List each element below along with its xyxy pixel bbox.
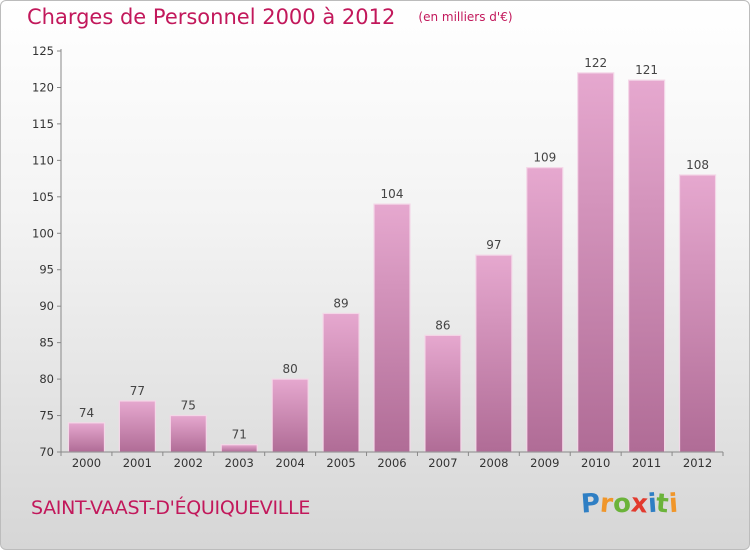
bars-group: 74 77 75 71 80 89 104 86 97 109 122 121 108	[67, 56, 717, 453]
axes-group: 70 75 80 85 90 95 100 105 110 115 120 125 2000 2001 20…	[32, 44, 724, 470]
bar-2006	[373, 203, 411, 453]
city-name: SAINT-VAAST-D'ÉQUIQUEVILLE	[31, 497, 311, 519]
bar-2010	[577, 72, 615, 453]
bar-2011	[628, 79, 666, 453]
logo-letter: x	[629, 488, 649, 520]
bar-2008	[475, 254, 513, 453]
bar-2000	[67, 422, 106, 453]
data-label-2001: 77	[130, 384, 145, 398]
bar-2002	[169, 414, 207, 453]
data-label-2002: 75	[181, 399, 196, 413]
x-tick-label-2012: 2012	[683, 456, 712, 470]
data-label-2000: 74	[79, 406, 94, 420]
x-tick-label-2004: 2004	[276, 456, 305, 470]
logo-letter: P	[579, 488, 602, 520]
logo-letter: i	[667, 488, 679, 520]
x-tick-label-2005: 2005	[326, 456, 355, 470]
y-tick-label-125: 125	[32, 44, 54, 58]
y-tick-label-75: 75	[39, 409, 54, 423]
y-tick-label-105: 105	[32, 190, 54, 204]
x-tick-label-2009: 2009	[530, 456, 559, 470]
y-tick-label-85: 85	[39, 336, 54, 350]
x-tick-label-2008: 2008	[479, 456, 508, 470]
x-tick-label-2000: 2000	[72, 456, 101, 470]
y-tick-label-120: 120	[32, 80, 54, 94]
y-tick-label-70: 70	[39, 445, 54, 459]
y-tick-label-90: 90	[39, 299, 54, 313]
chart-subtitle: (en milliers d'€)	[418, 10, 513, 24]
x-tick-label-2003: 2003	[225, 456, 254, 470]
x-tick-label-2010: 2010	[581, 456, 610, 470]
bar-2001	[118, 400, 156, 453]
y-tick-label-110: 110	[32, 153, 54, 167]
logo-letter: o	[611, 488, 632, 520]
bar-2007	[424, 334, 462, 453]
data-label-2005: 89	[333, 296, 348, 310]
title-row: Charges de Personnel 2000 à 2012 (en mil…	[27, 5, 513, 29]
bar-2003	[220, 444, 258, 453]
bar-2004	[271, 378, 309, 453]
data-label-2009: 109	[533, 151, 556, 165]
data-label-2010: 122	[584, 56, 607, 70]
data-label-2011: 121	[635, 63, 658, 77]
data-label-2004: 80	[283, 362, 298, 376]
bar-2005	[322, 312, 360, 453]
y-tick-label-80: 80	[39, 372, 54, 386]
data-label-2008: 97	[486, 238, 501, 252]
chart-title: Charges de Personnel 2000 à 2012	[27, 5, 396, 29]
bar-2012	[678, 174, 717, 453]
data-label-2006: 104	[381, 187, 404, 201]
data-label-2003: 71	[232, 428, 247, 442]
x-tick-label-2007: 2007	[428, 456, 457, 470]
bar-2009	[526, 167, 564, 453]
data-label-2012: 108	[686, 158, 709, 172]
y-tick-label-95: 95	[39, 263, 54, 277]
y-tick-label-100: 100	[32, 226, 54, 240]
y-tick-label-115: 115	[32, 117, 54, 131]
x-tick-label-2001: 2001	[123, 456, 152, 470]
x-tick-label-2011: 2011	[632, 456, 661, 470]
x-tick-label-2002: 2002	[174, 456, 203, 470]
x-tick-label-2006: 2006	[377, 456, 406, 470]
proxiti-logo: Proxiti	[579, 488, 679, 520]
data-label-2007: 86	[435, 318, 450, 332]
